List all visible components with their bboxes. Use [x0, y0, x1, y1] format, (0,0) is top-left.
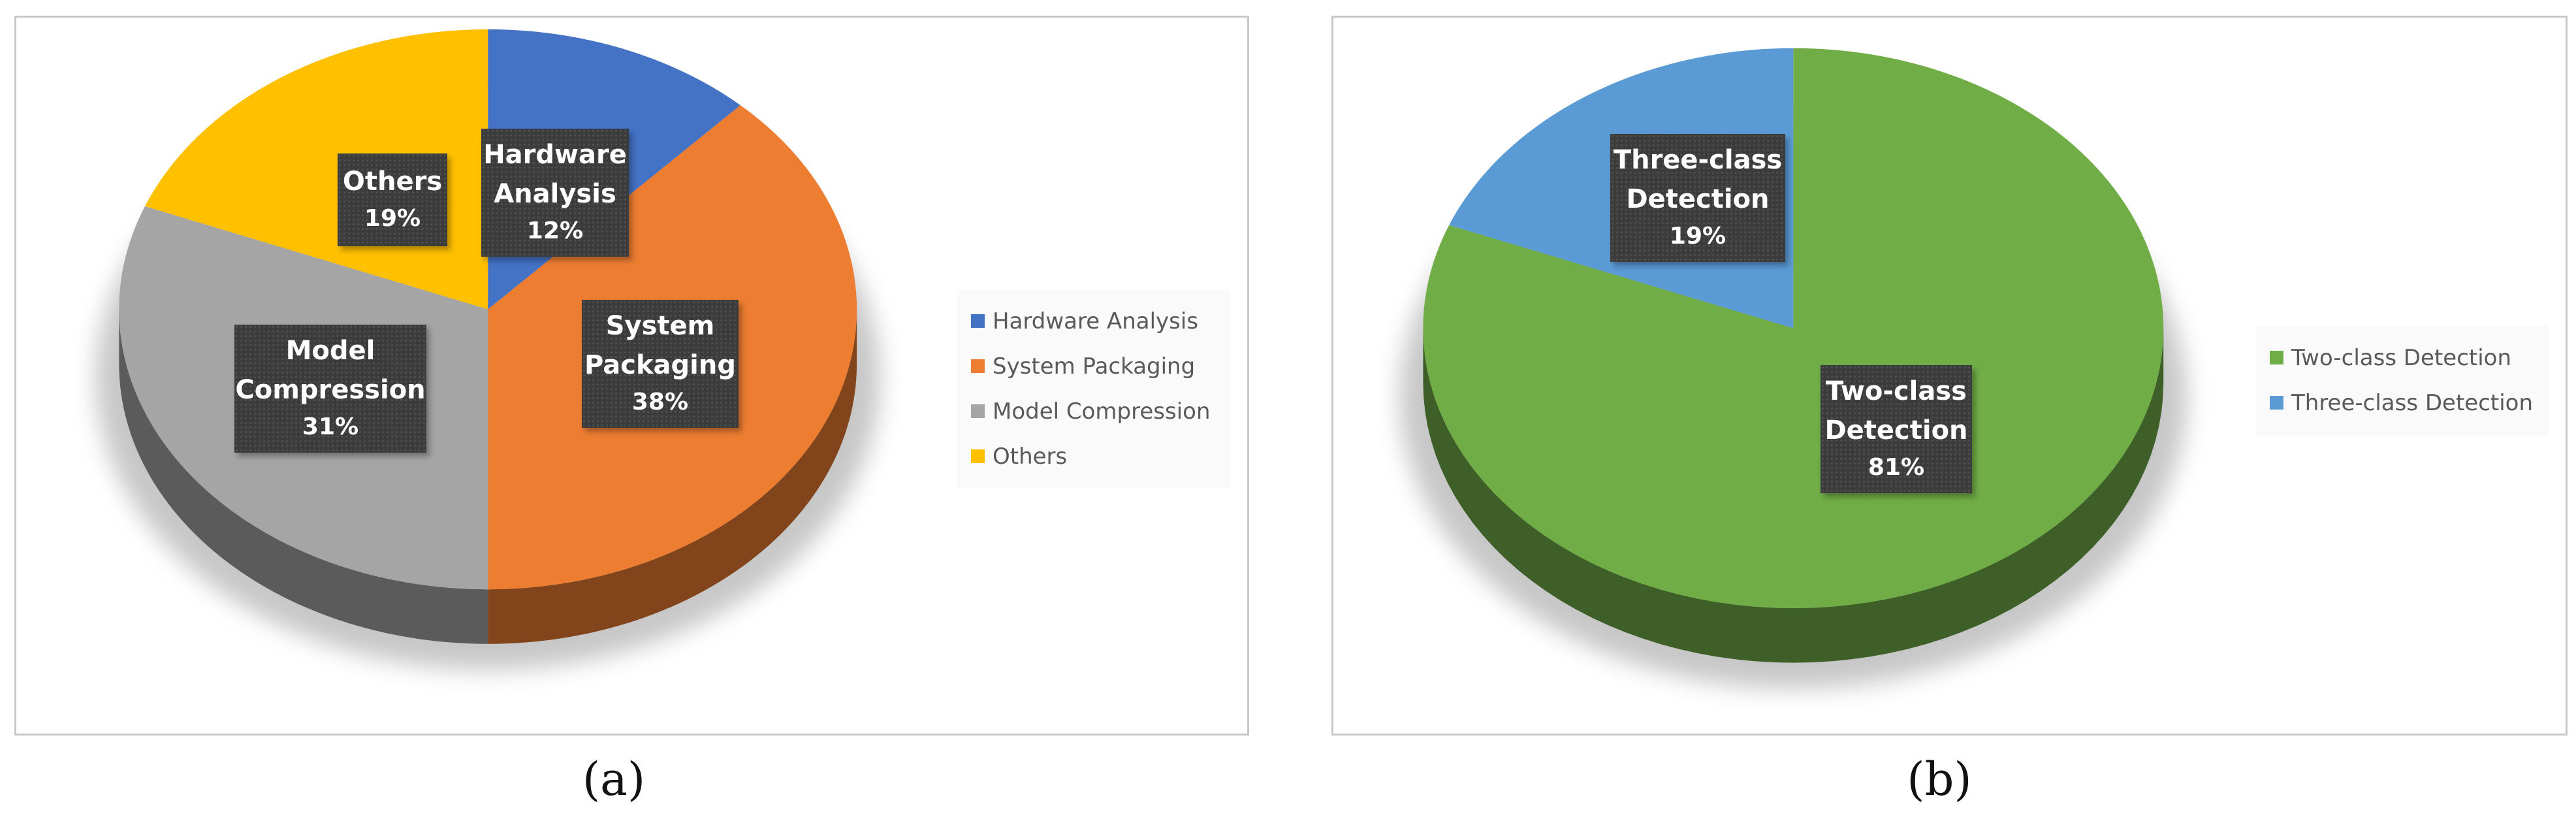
- data-label-percent: 19%: [1669, 223, 1726, 250]
- data-label-two-class-detection: Two-class Detection 81%: [1821, 365, 1972, 493]
- pie-side-system-packaging: [488, 309, 857, 644]
- pie-slice-two-class-detection: [1423, 48, 2164, 609]
- caption-a-text: (a): [582, 752, 646, 806]
- data-label-model-compression: Model Compression 31%: [234, 325, 426, 453]
- legend-item-others: Others: [971, 434, 1216, 479]
- chart-panel-b: Two-class Detection 81% Three-class Dete…: [1331, 16, 2568, 736]
- data-label-name: Two-class: [1826, 376, 1967, 406]
- chart-panel-a: Hardware Analysis 12% System Packaging 3…: [14, 16, 1249, 736]
- caption-b: (b): [1841, 752, 2037, 806]
- legend-swatch: [2270, 396, 2283, 410]
- legend-swatch: [971, 314, 985, 328]
- data-label-others: Others 19%: [338, 154, 447, 246]
- data-label-system-packaging: System Packaging 38%: [582, 300, 739, 428]
- legend-item-three-class-detection: Three-class Detection: [2270, 380, 2535, 425]
- data-label-name: Packaging: [584, 350, 736, 380]
- data-label-percent: 19%: [364, 205, 421, 232]
- legend-b: Two-class Detection Three-class Detectio…: [2255, 326, 2549, 436]
- legend-label: Three-class Detection: [2291, 389, 2534, 416]
- data-label-name: Compression: [235, 375, 426, 405]
- legend-item-two-class-detection: Two-class Detection: [2270, 335, 2535, 380]
- data-label-percent: 81%: [1868, 454, 1925, 481]
- pie-side-two-class-detection: [1423, 328, 2164, 663]
- legend-swatch: [971, 449, 985, 463]
- data-label-name: Detection: [1626, 184, 1770, 214]
- legend-label: Hardware Analysis: [993, 308, 1199, 334]
- data-label-percent: 12%: [526, 218, 584, 244]
- caption-a: (a): [516, 752, 712, 806]
- pie-side-model-compression: [119, 309, 488, 644]
- data-label-name: System: [605, 311, 715, 341]
- legend-swatch: [971, 404, 985, 418]
- legend-item-hardware-analysis: Hardware Analysis: [971, 299, 1216, 344]
- data-label-name: Analysis: [494, 179, 616, 209]
- legend-a: Hardware Analysis System Packaging Model…: [957, 289, 1231, 488]
- legend-label: Others: [993, 443, 1068, 470]
- legend-item-model-compression: Model Compression: [971, 389, 1216, 434]
- data-label-hardware-analysis: Hardware Analysis 12%: [481, 129, 629, 257]
- caption-b-text: (b): [1907, 752, 1972, 806]
- data-label-percent: 38%: [631, 389, 689, 415]
- legend-label: Model Compression: [993, 398, 1211, 425]
- data-label-name: Three-class: [1613, 145, 1783, 175]
- data-label-percent: 31%: [302, 413, 359, 440]
- data-label-name: Model: [285, 336, 375, 366]
- data-label-three-class-detection: Three-class Detection 19%: [1610, 134, 1785, 262]
- data-label-name: Others: [342, 167, 443, 197]
- legend-swatch: [2270, 351, 2283, 364]
- legend-label: System Packaging: [993, 353, 1196, 380]
- legend-item-system-packaging: System Packaging: [971, 344, 1216, 389]
- data-label-name: Hardware: [483, 140, 627, 170]
- data-label-name: Detection: [1824, 415, 1968, 445]
- legend-label: Two-class Detection: [2291, 344, 2512, 371]
- legend-swatch: [971, 359, 985, 373]
